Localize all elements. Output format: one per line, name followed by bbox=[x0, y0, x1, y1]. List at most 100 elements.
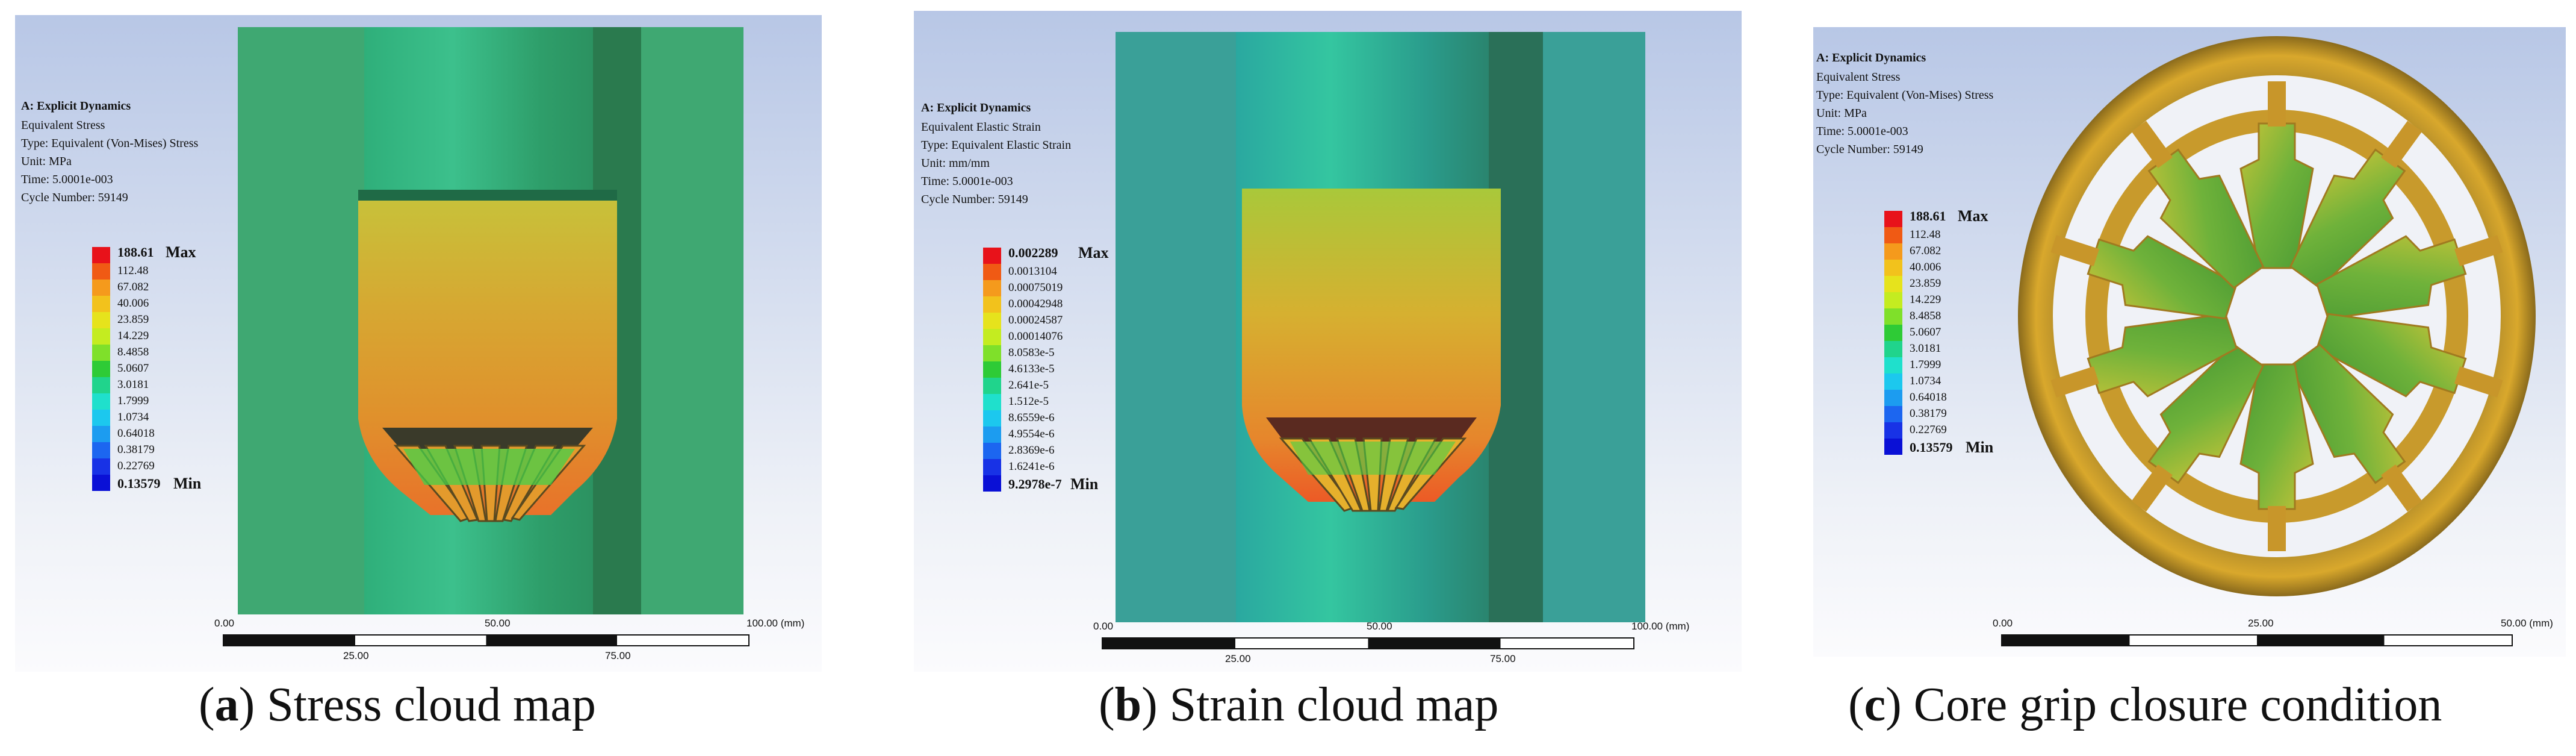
legend-swatch bbox=[1884, 227, 1902, 243]
scale-label-50: 50.00 bbox=[485, 617, 511, 629]
legend-swatch bbox=[92, 361, 110, 377]
legend-value: 2.641e-5 bbox=[1008, 379, 1049, 392]
legend-swatch bbox=[983, 329, 1001, 345]
scale-bar-segments bbox=[223, 634, 750, 646]
legend-value: 0.002289 bbox=[1008, 245, 1058, 260]
scale-label-0: 0.00 bbox=[214, 617, 235, 629]
panel-b-time: Time: 5.0001e-003 bbox=[921, 175, 1013, 188]
strain-contour-image bbox=[1116, 32, 1645, 622]
legend-value: 1.0734 bbox=[117, 411, 149, 423]
legend-value: 0.13579 bbox=[1910, 440, 1953, 455]
legend-swatch bbox=[1884, 292, 1902, 308]
legend-swatch bbox=[92, 377, 110, 393]
legend-swatch bbox=[92, 296, 110, 312]
legend-value: 0.22769 bbox=[1910, 423, 1947, 436]
legend-value: 5.0607 bbox=[117, 362, 149, 375]
panel-b-unit: Unit: mm/mm bbox=[921, 157, 990, 170]
legend-swatch bbox=[92, 345, 110, 361]
legend-swatch bbox=[983, 248, 1001, 264]
legend-max-tag: Max bbox=[1958, 207, 1988, 225]
legend-min-tag: Min bbox=[1966, 439, 1994, 456]
legend-value: 0.00024587 bbox=[1008, 314, 1063, 326]
legend-swatch bbox=[983, 459, 1001, 475]
legend-value: 67.082 bbox=[1910, 245, 1941, 257]
panel-c-quantity: Equivalent Stress bbox=[1816, 70, 1901, 84]
stress-model-view bbox=[238, 27, 743, 614]
legend-swatch bbox=[983, 426, 1001, 443]
panel-c-cycle: Cycle Number: 59149 bbox=[1816, 143, 1923, 156]
scale-label-25: 25.00 bbox=[1225, 653, 1251, 664]
panel-b-scale-bar: 0.00 50.00 100.00 (mm) 25.00 75.00 bbox=[1093, 620, 1689, 669]
legend-swatch bbox=[1884, 422, 1902, 439]
legend-swatch bbox=[1884, 390, 1902, 406]
legend-value: 0.22769 bbox=[117, 460, 155, 472]
legend-swatch bbox=[1884, 341, 1902, 357]
legend-value: 0.00075019 bbox=[1008, 281, 1063, 294]
scale-label-100: 100.00 (mm) bbox=[1631, 620, 1690, 632]
panel-a-viewport: A: Explicit Dynamics Equivalent Stress T… bbox=[15, 15, 822, 672]
panel-a-cycle: Cycle Number: 59149 bbox=[21, 191, 128, 204]
panel-b-viewport: A: Explicit Dynamics Equivalent Elastic … bbox=[914, 11, 1742, 672]
panel-c-type: Type: Equivalent (Von-Mises) Stress bbox=[1816, 89, 1994, 102]
legend-value: 1.7999 bbox=[117, 395, 149, 407]
legend-value: 0.00042948 bbox=[1008, 298, 1063, 310]
legend-value: 14.229 bbox=[1910, 293, 1941, 306]
strain-model-view bbox=[1116, 32, 1645, 622]
legend-value: 188.61 bbox=[1910, 208, 1946, 223]
legend-swatch bbox=[983, 313, 1001, 329]
legend-value: 23.859 bbox=[1910, 277, 1941, 290]
legend-swatch bbox=[92, 475, 110, 491]
legend-value: 0.64018 bbox=[117, 427, 155, 440]
legend-swatch bbox=[92, 410, 110, 426]
legend-swatch bbox=[983, 296, 1001, 313]
panel-c-unit: Unit: MPa bbox=[1816, 107, 1867, 120]
panel-a-time: Time: 5.0001e-003 bbox=[21, 173, 113, 186]
legend-swatch bbox=[983, 443, 1001, 459]
scale-label-100: 100.00 (mm) bbox=[746, 617, 805, 629]
legend-swatch bbox=[983, 361, 1001, 378]
legend-value: 9.2978e-7 bbox=[1008, 476, 1062, 492]
caption-c: (c) Core grip closure condition bbox=[1848, 678, 2442, 731]
scale-bar-segments bbox=[1102, 637, 1634, 649]
legend-value: 188.61 bbox=[117, 245, 154, 260]
legend-value: 5.0607 bbox=[1910, 326, 1941, 339]
panel-a-color-legend: 188.61 112.48 67.082 40.006 23.859 14.229 8.48… bbox=[92, 243, 267, 512]
legend-swatch bbox=[983, 345, 1001, 361]
legend-value: 0.0013104 bbox=[1008, 265, 1057, 278]
legend-value: 8.4858 bbox=[1910, 310, 1941, 322]
legend-value: 40.006 bbox=[117, 297, 149, 310]
grip-model-view bbox=[2012, 33, 2542, 599]
legend-swatch bbox=[1884, 260, 1902, 276]
legend-value: 1.512e-5 bbox=[1008, 395, 1049, 408]
legend-value: 8.4858 bbox=[117, 346, 149, 358]
legend-value: 0.38179 bbox=[117, 443, 155, 456]
legend-swatch bbox=[1884, 276, 1902, 292]
panel-c-color-legend: 188.61 112.48 67.082 40.006 23.859 14.229 8.48… bbox=[1884, 207, 2059, 476]
panel-a-analysis: A: Explicit Dynamics bbox=[21, 99, 131, 113]
caption-b: (b) Strain cloud map bbox=[1099, 678, 1499, 731]
legend-swatch bbox=[92, 263, 110, 280]
scale-label-0: 0.00 bbox=[1093, 620, 1114, 632]
legend-swatch bbox=[92, 458, 110, 475]
stress-contour-image bbox=[238, 27, 743, 614]
legend-swatch bbox=[983, 410, 1001, 426]
panel-b-analysis: A: Explicit Dynamics bbox=[921, 101, 1031, 114]
panel-a-type: Type: Equivalent (Von-Mises) Stress bbox=[21, 137, 199, 150]
scale-label-75: 75.00 bbox=[1490, 653, 1516, 664]
legend-max-tag: Max bbox=[1078, 244, 1109, 261]
legend-value: 0.00014076 bbox=[1008, 330, 1063, 343]
panel-c-analysis: A: Explicit Dynamics bbox=[1816, 51, 1926, 64]
scale-bar-segments bbox=[2001, 634, 2513, 646]
legend-max-tag: Max bbox=[166, 243, 196, 261]
legend-swatch bbox=[92, 247, 110, 263]
legend-value: 112.48 bbox=[1910, 228, 1941, 241]
panel-a-scale-bar: 0.00 50.00 100.00 (mm) 25.00 75.00 bbox=[214, 617, 804, 666]
legend-value: 1.6241e-6 bbox=[1008, 460, 1055, 473]
legend-swatch bbox=[92, 280, 110, 296]
legend-value: 2.8369e-6 bbox=[1008, 444, 1055, 457]
panel-b-cycle: Cycle Number: 59149 bbox=[921, 193, 1028, 206]
legend-value: 3.0181 bbox=[1910, 342, 1941, 355]
scale-label-0: 0.00 bbox=[1993, 617, 2013, 629]
legend-swatch bbox=[1884, 406, 1902, 422]
caption-a: (a) Stress cloud map bbox=[199, 678, 596, 731]
